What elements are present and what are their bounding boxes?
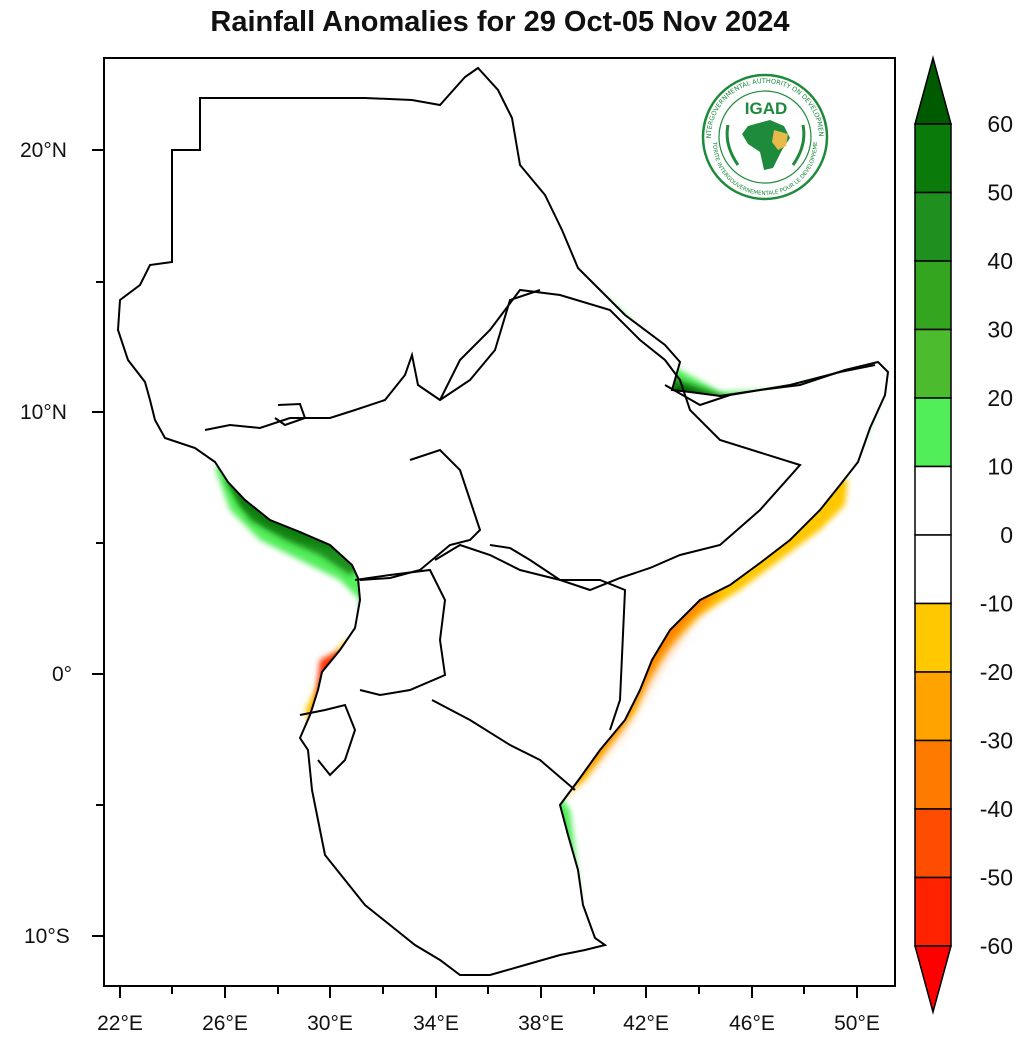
lat-ticks [92,149,104,937]
colorbar-segment [914,671,952,742]
colorbar-tick-label: 0 [1000,522,1013,548]
lon-label-46e: 46°E [729,1012,775,1035]
colorbar-arrow-bottom [914,945,952,1015]
colorbar-tick-label: 60 [987,111,1013,137]
colorbar-segment [914,534,952,605]
lat-label-0: 0° [52,663,72,686]
colorbar-tick-label: 10 [987,454,1013,480]
colorbar-tick-label: -50 [980,865,1013,891]
lat-label-10s: 10°S [24,925,70,948]
lon-label-26e: 26°E [202,1012,248,1035]
colorbar-segment [914,465,952,536]
colorbar-segment [914,328,952,399]
country-boundaries [117,67,889,976]
map-area [117,67,889,976]
lon-ticks [119,986,858,998]
boundary-uganda [354,568,447,697]
boundary-somalia-north [664,364,876,407]
colorbar-segment [914,739,952,810]
colorbar-segment [914,876,952,947]
lat-label-20n: 20°N [20,139,67,162]
boundary-ethiopia [439,288,802,592]
colorbar-tick-label: -60 [980,933,1013,959]
boundary-sudan-south [204,289,541,431]
boundary-kenya [434,543,627,731]
colorbar-tick-label: -10 [980,591,1013,617]
colorbar-segment [914,808,952,879]
colorbar-segment [914,397,952,468]
lon-label-38e: 38°E [518,1012,564,1035]
colorbar-tick-label: 40 [987,248,1013,274]
colorbar-segment [914,123,952,194]
colorbar: 60 50 40 30 20 10 0 -10 -20 -30 -40 -50 -60 [914,55,1013,1015]
laurel-right-icon [791,124,806,166]
igad-region-highlight-icon [772,130,788,150]
lon-label-50e: 50°E [834,1012,880,1035]
colorbar-segment [914,260,952,331]
lon-label-22e: 22°E [97,1012,143,1035]
lon-label-34e: 34°E [413,1012,459,1035]
lon-label-30e: 30°E [307,1012,353,1035]
colorbar-segment [914,191,952,262]
colorbar-tick-label: 30 [987,317,1013,343]
boundary-rwanda-burundi [299,703,357,777]
colorbar-tick-label: -40 [980,796,1013,822]
boundary-kenya-tz [431,699,576,791]
lon-label-42e: 42°E [623,1012,669,1035]
logo-abbr: IGAD [745,99,788,118]
lat-label-10n: 10°N [20,401,67,424]
colorbar-arrow-top [914,55,952,125]
boundary-sudan-north-west [274,402,307,427]
colorbar-tick-label: -30 [980,728,1013,754]
map-title: Rainfall Anomalies for 29 Oct-05 Nov 202… [210,6,790,38]
colorbar-tick-label: 50 [987,180,1013,206]
colorbar-segment [914,602,952,673]
colorbar-tick-label: -20 [980,659,1013,685]
colorbar-tick-label: 20 [987,385,1013,411]
laurel-left-icon [725,124,740,166]
